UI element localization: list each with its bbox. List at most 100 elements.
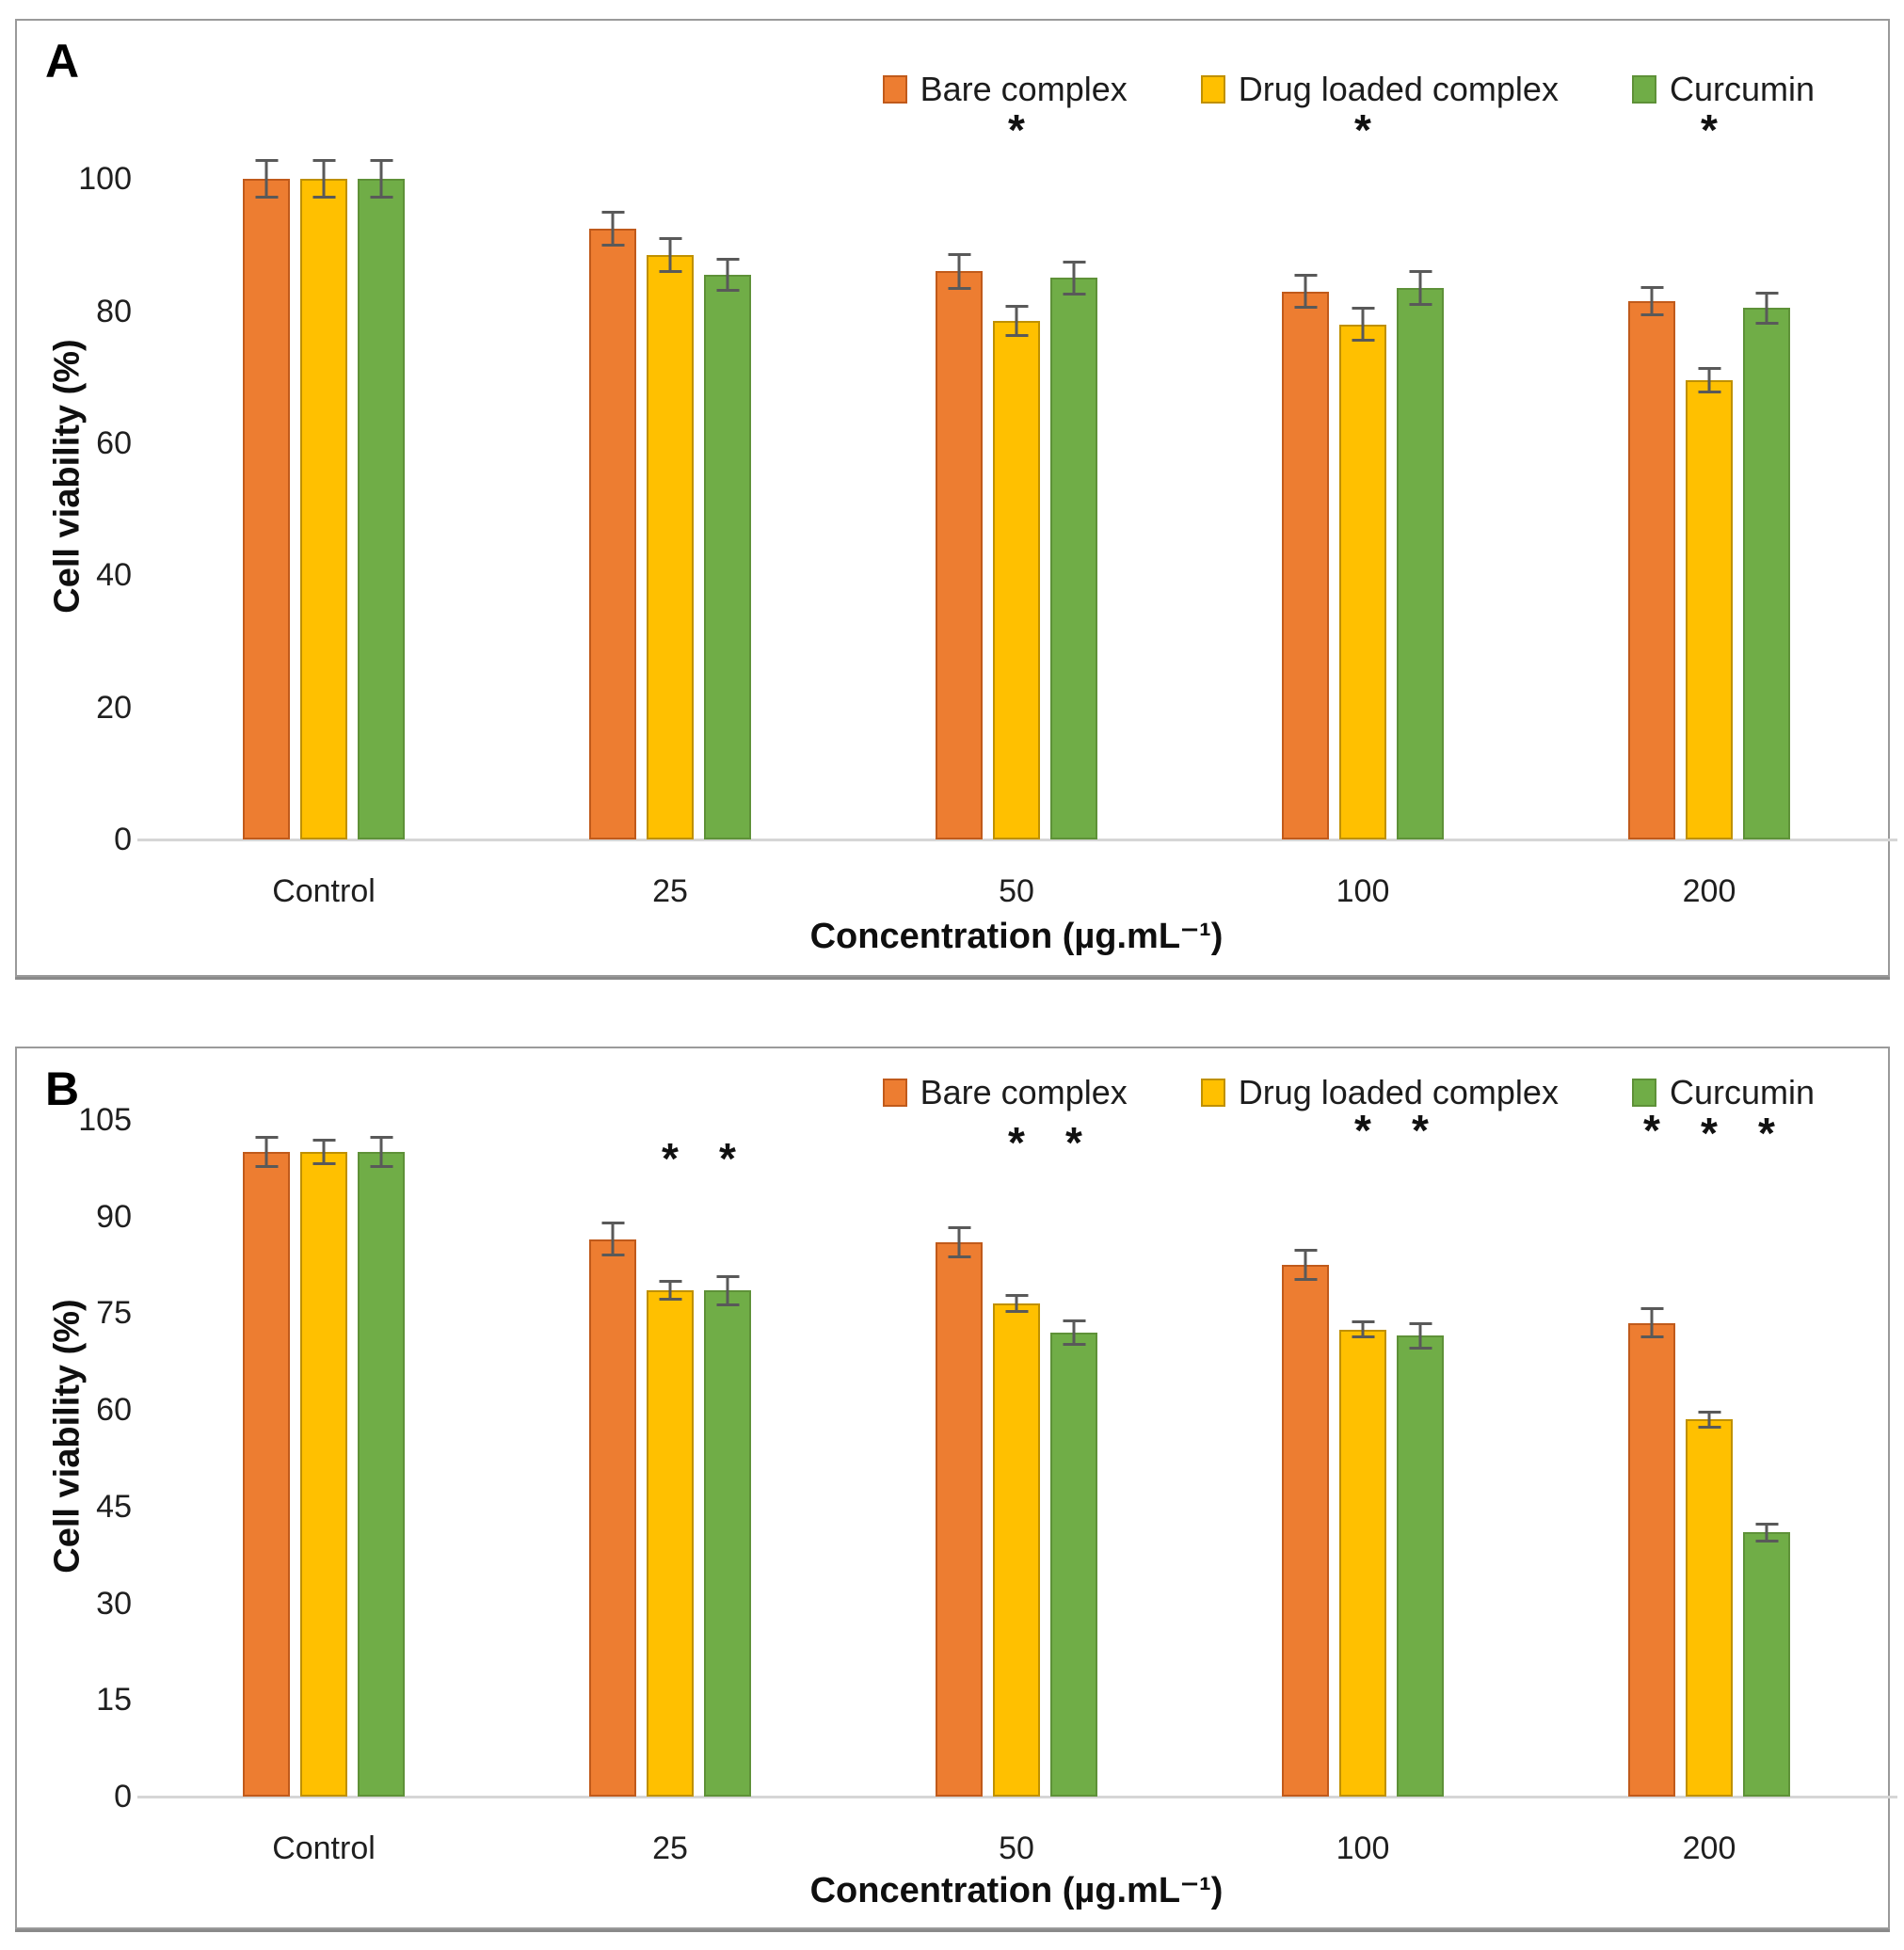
error-bar-curcumin-200 (1755, 291, 1778, 325)
error-bar-cap (659, 1298, 681, 1302)
x-category-label-200: 200 (1682, 1830, 1736, 1866)
legend-item-bare-complex: Bare complex (882, 1073, 1128, 1112)
error-bar-cap (1755, 1539, 1778, 1542)
bar-drug-loaded-complex-25 (647, 254, 694, 839)
error-bar-cap (1640, 1307, 1663, 1311)
error-bar-bare-complex-50 (948, 1225, 970, 1259)
x-category-label-100: 100 (1336, 873, 1390, 909)
y-tick-label-75: 75 (96, 1295, 132, 1332)
legend-swatch-bare-complex (882, 1079, 907, 1107)
legend-swatch-drug-loaded-complex (1200, 1079, 1225, 1107)
error-bar-drug-loaded-complex-100 (1352, 307, 1374, 342)
error-bar-drug-loaded-complex-200 (1698, 367, 1720, 394)
y-tick-label-90: 90 (96, 1198, 132, 1235)
error-bar-cap (1409, 1346, 1432, 1350)
y-tick-label-30: 30 (96, 1585, 132, 1622)
error-bar-cap (1005, 1310, 1028, 1314)
y-tick-label-100: 100 (78, 161, 132, 198)
error-bar-drug-loaded-complex-50 (1005, 305, 1028, 337)
error-bar-cap (1294, 274, 1317, 278)
error-bar-cap (716, 257, 739, 261)
error-bar-bare-complex-25 (601, 210, 624, 247)
error-bar-cap (1005, 333, 1028, 337)
x-category-label-100: 100 (1336, 1830, 1390, 1866)
error-bar-cap (1640, 313, 1663, 317)
error-bar-cap (1698, 391, 1720, 394)
significance-asterisk: * (662, 1134, 679, 1184)
plot-area: 0 20 40 60 80 100 Control 25 50 100 200 * * * (78, 108, 1897, 909)
bar-curcumin-25 (704, 274, 751, 839)
y-axis-title: Cell viability (%) (47, 339, 88, 614)
error-bar-cap (370, 1136, 392, 1140)
panel-A: A Bare complex Drug loaded complex Curcumi… (15, 19, 1897, 977)
bar-curcumin-control (358, 1152, 405, 1797)
error-bar-bare-complex-200 (1640, 1307, 1663, 1339)
legend: Bare complex Drug loaded complex Curcumin (882, 70, 1815, 109)
error-bar-cap (1352, 1319, 1374, 1323)
bar-drug-loaded-complex-200 (1686, 380, 1733, 839)
error-bar-curcumin-100 (1409, 270, 1432, 306)
legend-label: Curcumin (1669, 70, 1815, 108)
error-bar-cap (255, 159, 278, 163)
significance-asterisk: * (719, 1134, 736, 1184)
error-bar-cap (1294, 1248, 1317, 1252)
bar-drug-loaded-complex-50 (993, 1303, 1040, 1797)
error-bar-bare-complex-100 (1294, 274, 1317, 309)
error-bar-cap (659, 269, 681, 273)
bar-drug-loaded-complex-200 (1686, 1419, 1733, 1797)
error-bar-drug-loaded-complex-25 (659, 236, 681, 273)
panel-label-a: A (45, 35, 80, 88)
error-bar-bare-complex-100 (1294, 1248, 1317, 1282)
error-bar-curcumin-25 (716, 257, 739, 293)
error-bar-drug-loaded-complex-50 (1005, 1293, 1028, 1314)
x-category-label-50: 50 (999, 1830, 1034, 1866)
bar-bare-complex-25 (589, 228, 636, 839)
error-bar-bare-complex-200 (1640, 285, 1663, 317)
y-tick-label-20: 20 (96, 689, 132, 726)
legend-swatch-curcumin (1631, 75, 1656, 104)
bar-curcumin-25 (704, 1290, 751, 1797)
error-bar-cap (601, 210, 624, 214)
legend-swatch-bare-complex (882, 75, 907, 104)
error-bar-cap (312, 1139, 335, 1143)
bar-drug-loaded-complex-100 (1339, 1329, 1386, 1797)
bar-drug-loaded-complex-50 (993, 321, 1040, 839)
panel-label-b: B (45, 1063, 80, 1115)
significance-asterisk: * (1354, 105, 1371, 155)
error-bar-cap (716, 289, 739, 293)
error-bar-cap (948, 252, 970, 256)
legend-item-curcumin: Curcumin (1631, 70, 1815, 109)
legend-item-drug-loaded-complex: Drug loaded complex (1200, 70, 1559, 109)
x-category-label-control: Control (272, 1830, 376, 1866)
bar-curcumin-100 (1397, 287, 1444, 839)
error-bar-drug-loaded-complex-25 (659, 1280, 681, 1302)
error-bar-cap (1294, 1278, 1317, 1282)
bar-drug-loaded-complex-25 (647, 1290, 694, 1797)
error-bar-cap (312, 196, 335, 200)
error-bar-cap (1755, 1522, 1778, 1526)
x-axis-line (137, 1796, 1897, 1798)
error-bar-drug-loaded-complex-control (312, 1139, 335, 1165)
y-tick-label-40: 40 (96, 557, 132, 594)
error-bar-cap (659, 1280, 681, 1284)
legend-swatch-curcumin (1631, 1079, 1656, 1107)
bar-curcumin-50 (1050, 1332, 1097, 1797)
bar-curcumin-control (358, 179, 405, 839)
error-bar-curcumin-25 (716, 1275, 739, 1306)
x-category-label-50: 50 (999, 873, 1034, 909)
legend-item-drug-loaded-complex: Drug loaded complex (1200, 1073, 1559, 1112)
significance-asterisk: * (1412, 1105, 1429, 1155)
y-tick-label-0: 0 (114, 822, 132, 857)
error-bar-cap (1409, 270, 1432, 274)
error-bar-cap (659, 236, 681, 240)
bar-bare-complex-100 (1282, 1265, 1329, 1797)
legend-label: Bare complex (920, 1073, 1128, 1111)
bar-bare-complex-100 (1282, 291, 1329, 839)
bar-curcumin-200 (1743, 308, 1790, 839)
error-bar-cap (716, 1303, 739, 1306)
y-tick-label-45: 45 (96, 1488, 132, 1525)
bar-curcumin-200 (1743, 1532, 1790, 1797)
bar-bare-complex-50 (936, 271, 983, 839)
error-bar-cap (1352, 307, 1374, 311)
